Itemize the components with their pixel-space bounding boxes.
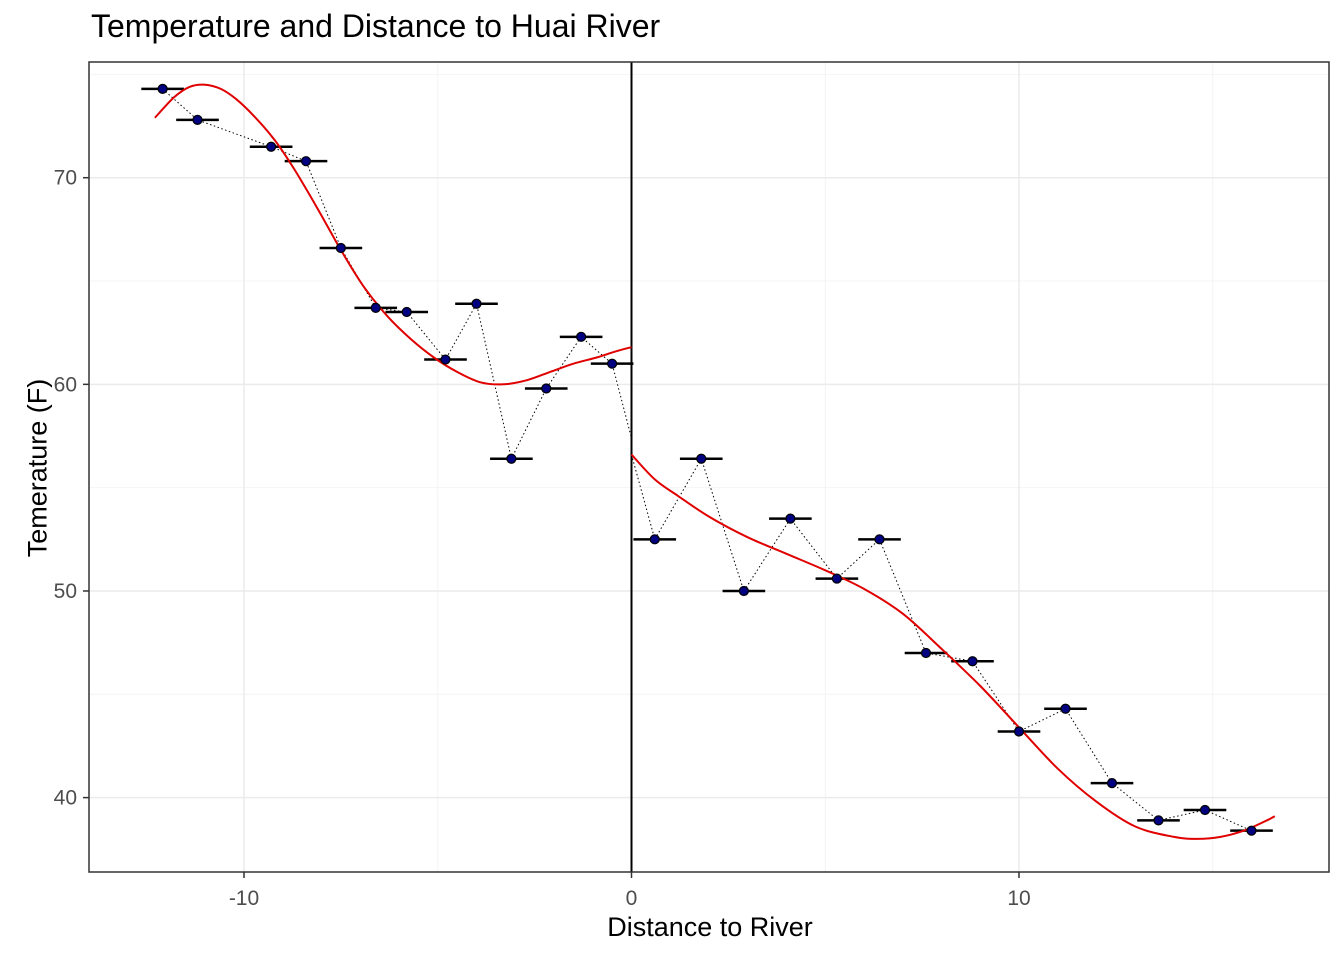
data-point xyxy=(192,114,203,125)
y-tick-label: 50 xyxy=(54,580,77,603)
data-points xyxy=(157,83,1257,836)
data-point xyxy=(831,573,842,584)
data-point xyxy=(785,513,796,524)
data-point xyxy=(541,383,552,394)
connector-line-right xyxy=(631,454,1252,832)
minor-grid xyxy=(89,62,1329,872)
data-point xyxy=(1153,815,1164,826)
panel-background xyxy=(89,62,1329,872)
data-point xyxy=(576,331,587,342)
x-tick-label: 0 xyxy=(626,887,638,910)
x-axis-title: Distance to River xyxy=(607,912,813,942)
data-point xyxy=(967,656,978,667)
data-point xyxy=(1013,726,1025,737)
data-point xyxy=(1106,778,1118,789)
y-tick-label: 60 xyxy=(54,373,77,396)
data-point xyxy=(696,453,707,464)
fit-line-left xyxy=(154,83,632,386)
chart-title: Temperature and Distance to Huai River xyxy=(91,8,661,44)
y-axis-ticks: 40 50 60 70 xyxy=(54,167,89,810)
data-point xyxy=(266,141,277,152)
data-point xyxy=(335,242,346,254)
data-point xyxy=(874,534,885,545)
x-tick-label: 10 xyxy=(1007,887,1030,910)
fit-line-right xyxy=(630,453,1276,840)
data-point xyxy=(506,453,517,464)
y-tick-label: 70 xyxy=(54,167,77,190)
x-axis-ticks: -10 0 10 xyxy=(229,872,1031,910)
data-point xyxy=(1199,804,1211,816)
panel-border xyxy=(88,61,1330,873)
data-point xyxy=(471,298,482,309)
data-point xyxy=(649,534,660,545)
data-point xyxy=(738,585,749,597)
data-point xyxy=(1246,825,1257,836)
data-point xyxy=(920,647,932,659)
data-point xyxy=(370,302,381,313)
y-tick-label: 40 xyxy=(54,787,77,810)
y-axis-title: Temerature (F) xyxy=(22,378,53,558)
data-point xyxy=(1060,703,1071,714)
x-tick-label: -10 xyxy=(229,887,259,910)
data-point xyxy=(607,358,618,369)
data-point xyxy=(440,354,451,365)
data-point xyxy=(401,306,412,318)
data-point xyxy=(300,156,312,167)
data-point xyxy=(157,83,168,94)
